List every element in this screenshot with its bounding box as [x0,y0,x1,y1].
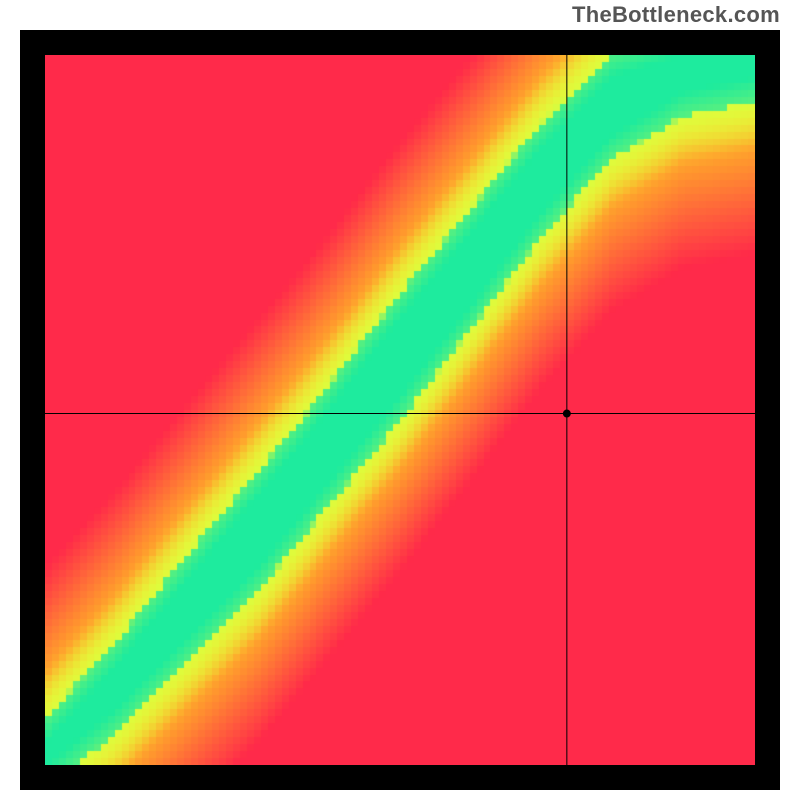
chart-container: TheBottleneck.com [0,0,800,800]
bottleneck-heatmap [45,55,755,765]
watermark-text: TheBottleneck.com [572,2,780,28]
